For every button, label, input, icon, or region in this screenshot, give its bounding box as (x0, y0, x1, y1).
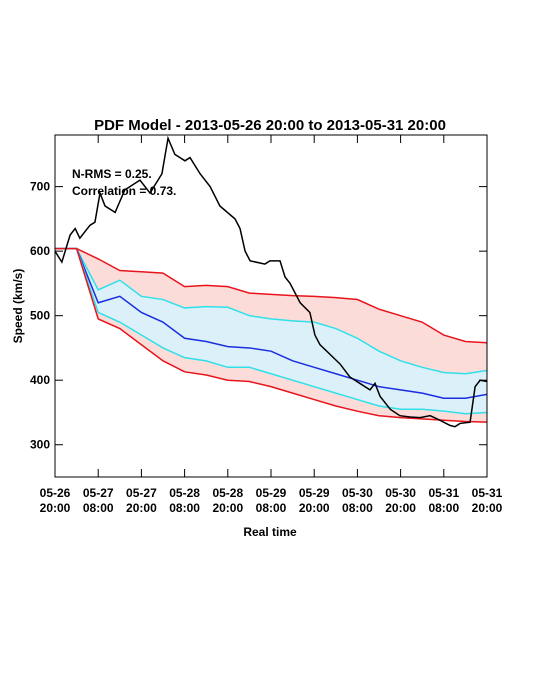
x-tick-label: 20:00 (40, 501, 71, 515)
x-tick-label: 05-27 (83, 486, 114, 500)
y-tick-label: 600 (30, 244, 50, 258)
series-line (55, 247, 487, 375)
series-line (55, 247, 487, 423)
y-tick-label: 400 (30, 373, 50, 387)
x-tick-label: 05-26 (40, 486, 71, 500)
x-tick-label: 20:00 (299, 501, 330, 515)
x-tick-label: 20:00 (126, 501, 157, 515)
x-tick-label: 05-28 (212, 486, 243, 500)
y-tick-label: 500 (30, 309, 50, 323)
x-tick-label: 20:00 (472, 501, 503, 515)
series-line (55, 247, 487, 415)
series-line (55, 135, 487, 428)
x-tick-label: 05-29 (299, 486, 330, 500)
x-tick-label: 08:00 (169, 501, 200, 515)
plot-area (55, 135, 487, 428)
chart-title: PDF Model - 2013-05-26 20:00 to 2013-05-… (94, 117, 446, 134)
x-tick-label: 08:00 (342, 501, 373, 515)
x-tick-label: 05-30 (342, 486, 373, 500)
series-line (55, 247, 487, 344)
x-tick-label: 05-31 (472, 486, 503, 500)
y-tick-label: 300 (30, 438, 50, 452)
x-tick-label: 08:00 (428, 501, 459, 515)
x-tick-label: 08:00 (83, 501, 114, 515)
x-axis-label: Real time (243, 525, 297, 539)
x-tick-label: 20:00 (385, 501, 416, 515)
x-tick-label: 05-31 (428, 486, 459, 500)
x-tick-label: 20:00 (212, 501, 243, 515)
x-tick-label: 08:00 (256, 501, 287, 515)
annotation: N-RMS = 0.25. (72, 167, 152, 181)
x-tick-label: 05-30 (385, 486, 416, 500)
y-tick-label: 700 (30, 180, 50, 194)
y-axis-label: Speed (km/s) (11, 269, 25, 344)
x-tick-label: 05-28 (169, 486, 200, 500)
x-tick-label: 05-29 (256, 486, 287, 500)
series-line (55, 247, 487, 400)
x-tick-label: 05-27 (126, 486, 157, 500)
band (55, 248, 487, 414)
